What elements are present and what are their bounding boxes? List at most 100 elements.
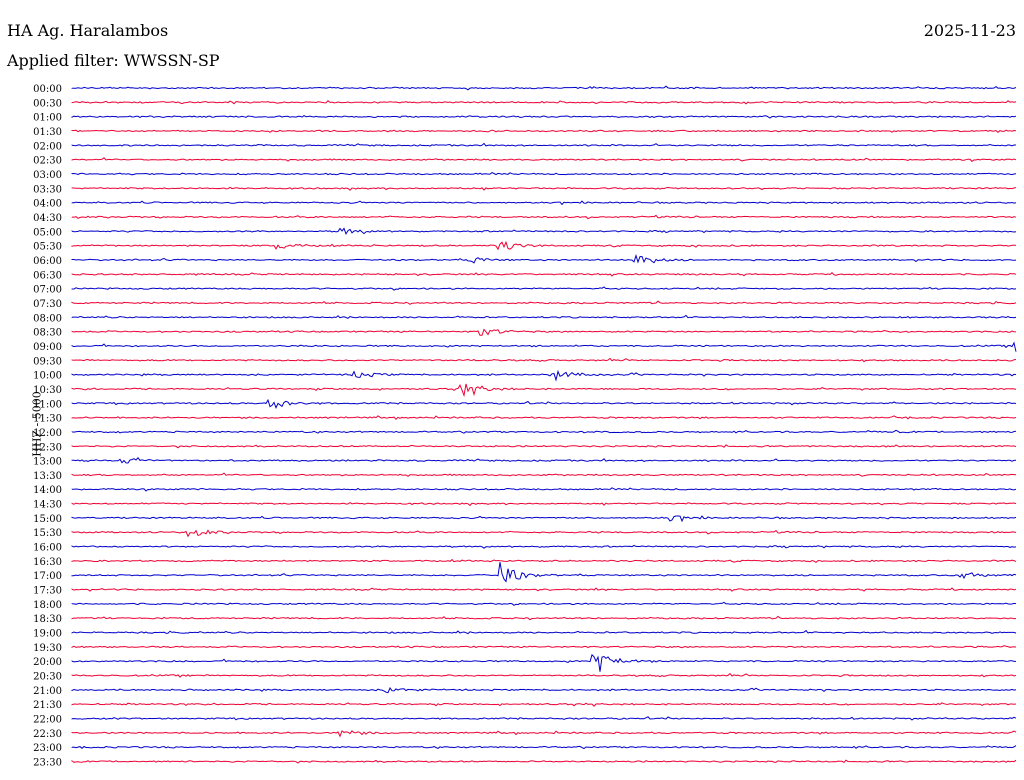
trace-line [71, 745, 1017, 750]
trace-line [71, 716, 1017, 721]
row-time-label: 04:00 [33, 199, 62, 210]
trace-line [71, 457, 1017, 464]
row-time-label: 09:00 [33, 342, 62, 353]
trace-line [71, 515, 1017, 523]
row-time-label: 03:00 [33, 170, 62, 181]
trace-line [71, 341, 1017, 352]
row-time-label: 13:30 [33, 471, 62, 482]
row-time-label: 18:00 [33, 600, 62, 611]
trace-line [71, 272, 1017, 277]
trace-line [71, 415, 1017, 421]
trace-line [71, 429, 1017, 434]
trace-line [71, 629, 1017, 635]
trace-line [71, 702, 1017, 707]
trace-line [71, 172, 1017, 176]
trace-line [71, 200, 1017, 206]
row-time-label: 16:30 [33, 557, 62, 568]
row-time-label: 01:00 [33, 113, 62, 124]
station-title: HA Ag. Haralambos [7, 21, 169, 40]
trace-line [71, 227, 1017, 236]
row-time-label: 17:30 [33, 586, 62, 597]
row-time-label: 18:30 [33, 614, 62, 625]
trace-line [71, 369, 1017, 382]
trace-line [71, 444, 1017, 449]
trace-line [71, 562, 1017, 583]
row-time-label: 00:00 [33, 84, 62, 95]
row-time-label: 21:30 [33, 700, 62, 711]
row-time-label: 14:30 [33, 500, 62, 511]
row-time-label: 07:00 [33, 285, 62, 296]
row-time-label: 13:00 [33, 457, 62, 468]
trace-line [71, 587, 1017, 592]
trace-line [71, 398, 1017, 409]
trace-line [71, 558, 1017, 564]
trace-line [71, 687, 1017, 694]
row-time-label: 06:00 [33, 256, 62, 267]
trace-line [71, 653, 1016, 672]
row-time-label: 02:30 [33, 156, 62, 167]
row-time-label: 05:30 [33, 242, 62, 253]
row-time-label: 01:30 [33, 127, 62, 138]
trace-line [71, 672, 1017, 678]
row-time-label: 15:00 [33, 514, 62, 525]
trace-line [71, 314, 1017, 319]
trace-line [71, 759, 1017, 764]
row-time-label: 04:30 [33, 213, 62, 224]
row-time-label: 20:00 [33, 657, 62, 668]
row-time-label: 22:00 [33, 715, 62, 726]
trace-line [71, 357, 1017, 363]
row-time-label: 20:30 [33, 672, 62, 683]
trace-line [71, 730, 1017, 738]
trace-line [71, 300, 1017, 305]
row-time-label: 09:30 [33, 356, 62, 367]
row-time-label: 03:30 [33, 184, 62, 195]
row-time-label: 23:30 [33, 758, 62, 769]
filter-label: Applied filter: WWSSN-SP [7, 51, 220, 70]
trace-line [71, 383, 1017, 398]
trace-line [71, 328, 1017, 336]
trace-line [71, 487, 1017, 492]
row-time-label: 12:30 [33, 442, 62, 453]
date-label: 2025-11-23 [923, 21, 1016, 40]
row-time-label: 05:00 [33, 227, 62, 238]
trace-line [71, 115, 1017, 119]
row-time-label: 08:30 [33, 328, 62, 339]
row-time-label: 12:00 [33, 428, 62, 439]
trace-line [71, 214, 1017, 220]
trace-line [71, 100, 1017, 105]
row-time-label: 15:30 [33, 528, 62, 539]
row-time-label: 17:00 [33, 571, 62, 582]
row-time-label: 08:00 [33, 313, 62, 324]
trace-line [71, 544, 1017, 549]
trace-line [71, 601, 1017, 606]
row-time-label: 14:00 [33, 485, 62, 496]
trace-line [71, 157, 1017, 163]
row-time-label: 00:30 [33, 98, 62, 109]
row-time-label: 23:00 [33, 743, 62, 754]
row-time-label: 19:30 [33, 643, 62, 654]
trace-line [71, 286, 1017, 291]
trace-line [71, 502, 1017, 507]
trace-line [71, 615, 1017, 621]
trace-line [71, 472, 1017, 477]
trace-line [71, 142, 1016, 147]
row-time-label: 11:30 [33, 414, 62, 425]
row-time-label: 10:00 [33, 371, 62, 382]
row-time-label: 22:30 [33, 729, 62, 740]
row-time-label: 21:00 [33, 686, 62, 697]
trace-line [71, 645, 1017, 649]
trace-line [71, 529, 1017, 538]
row-time-label: 02:00 [33, 141, 62, 152]
row-time-label: 19:00 [33, 629, 62, 640]
trace-line [71, 129, 1017, 133]
row-time-label: 06:30 [33, 270, 62, 281]
trace-line [71, 253, 1017, 264]
trace-line [71, 186, 1017, 191]
row-time-label: 11:00 [33, 399, 62, 410]
trace-line [71, 85, 1017, 91]
row-time-label: 10:30 [33, 385, 62, 396]
row-time-label: 16:00 [33, 543, 62, 554]
row-time-label: 07:30 [33, 299, 62, 310]
trace-line [71, 240, 1017, 251]
